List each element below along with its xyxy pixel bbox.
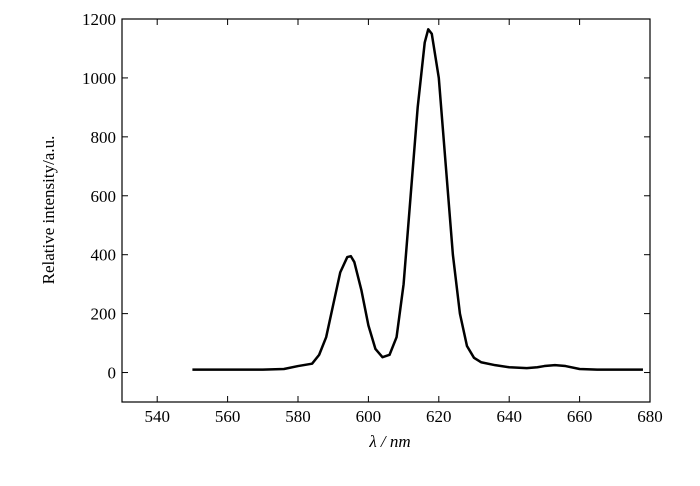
x-tick-label: 600 [356,407,382,426]
y-tick-label: 800 [91,128,117,147]
x-tick-label: 580 [285,407,311,426]
y-tick-label: 1200 [82,10,116,29]
x-tick-label: 560 [215,407,241,426]
x-tick-label: 660 [567,407,593,426]
x-tick-label: 640 [496,407,522,426]
spectrum-line [192,28,643,371]
plot-frame [121,18,651,403]
x-tick-label: 540 [144,407,170,426]
y-tick-label: 1000 [82,69,116,88]
x-tick-label: 620 [426,407,452,426]
y-tick-label: 0 [108,364,117,383]
y-tick-label: 400 [91,246,117,265]
y-tick-label: 200 [91,305,117,324]
y-axis-label: Relative intensity/a.u. [39,136,58,285]
x-tick-label: 680 [637,407,663,426]
y-tick-label: 600 [91,187,117,206]
x-axis-label: λ / nm [368,432,410,451]
